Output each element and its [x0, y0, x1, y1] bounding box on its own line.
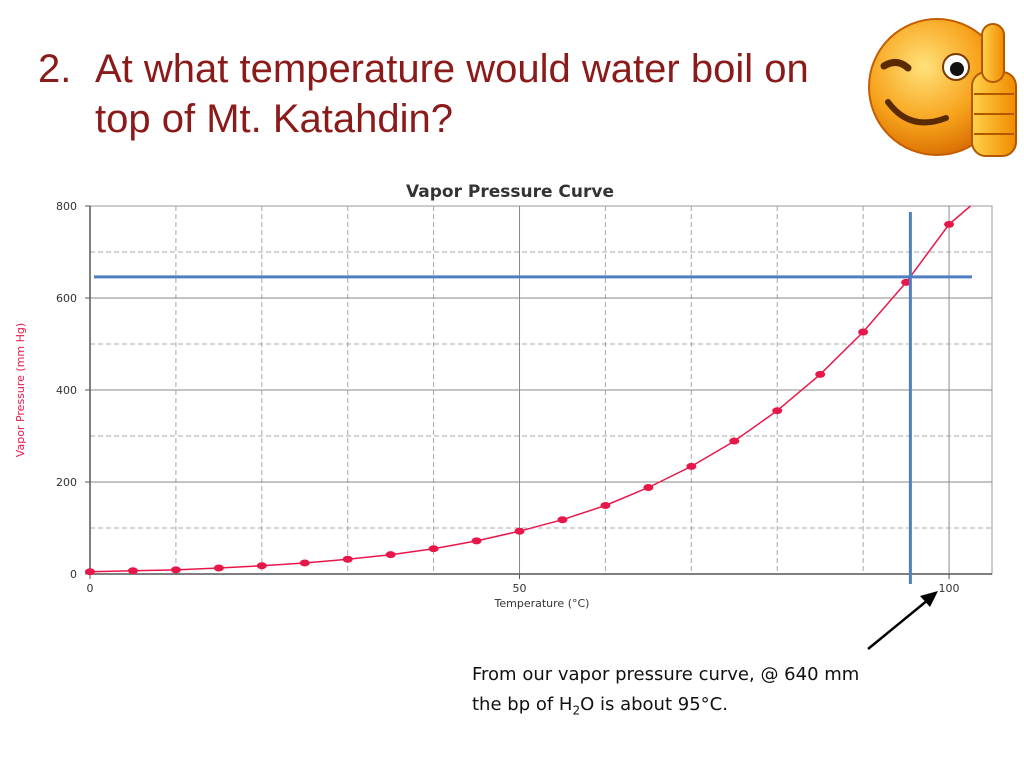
chart-title: Vapor Pressure Curve — [406, 182, 614, 202]
data-point — [170, 566, 181, 574]
y-tick-label: 0 — [70, 568, 77, 581]
data-point — [643, 484, 654, 492]
question-text: At what temperature would water boil on … — [95, 47, 809, 141]
y-axis-label: Vapor Pressure (mm Hg) — [14, 323, 27, 457]
series-curve — [89, 205, 971, 573]
data-point — [772, 407, 783, 415]
data-point — [127, 567, 138, 575]
note-line-2: the bp of H2O is about 95°C. — [472, 690, 992, 726]
data-point — [901, 278, 912, 286]
axes: 0 50 100 0 200 400 600 800 — [56, 200, 992, 595]
data-point — [600, 501, 611, 509]
y-tick-label: 600 — [56, 292, 77, 305]
series-line — [89, 205, 971, 573]
data-point — [729, 437, 740, 445]
series-points — [85, 220, 955, 576]
answer-note: From our vapor pressure curve, @ 640 mm … — [472, 660, 992, 726]
grid — [89, 205, 993, 575]
y-tick-label: 800 — [56, 200, 77, 213]
note-line-2-start: the bp of H — [472, 694, 573, 715]
data-point — [471, 537, 482, 545]
note-line-1: From our vapor pressure curve, @ 640 mm — [472, 664, 860, 685]
data-point — [428, 545, 439, 553]
x-tick-label: 0 — [87, 582, 94, 595]
data-point — [858, 328, 869, 336]
x-tick-label: 50 — [513, 582, 527, 595]
arrow-pointing-to-axis-icon — [867, 591, 938, 650]
data-point — [213, 564, 224, 572]
data-point — [299, 559, 310, 567]
vapor-pressure-chart: Vapor Pressure Curve Temperature (°C) Va… — [14, 182, 993, 610]
data-point — [815, 370, 826, 378]
y-tick-label: 200 — [56, 476, 77, 489]
data-point — [385, 551, 396, 559]
data-point — [342, 555, 353, 563]
data-point — [557, 516, 568, 524]
data-point — [514, 527, 525, 535]
x-tick-label: 100 — [939, 582, 960, 595]
data-point — [85, 568, 95, 576]
data-point — [256, 562, 267, 570]
x-axis-label: Temperature (°C) — [494, 597, 590, 610]
y-tick-label: 400 — [56, 384, 77, 397]
reference-lines — [94, 212, 972, 584]
question-number: 2. — [38, 47, 72, 91]
note-line-2-end: O is about 95°C. — [580, 694, 728, 715]
data-point — [944, 220, 955, 228]
data-point — [686, 462, 697, 470]
note-subscript: 2 — [572, 703, 581, 718]
winking-thumbs-up-smiley-icon — [868, 18, 1017, 157]
